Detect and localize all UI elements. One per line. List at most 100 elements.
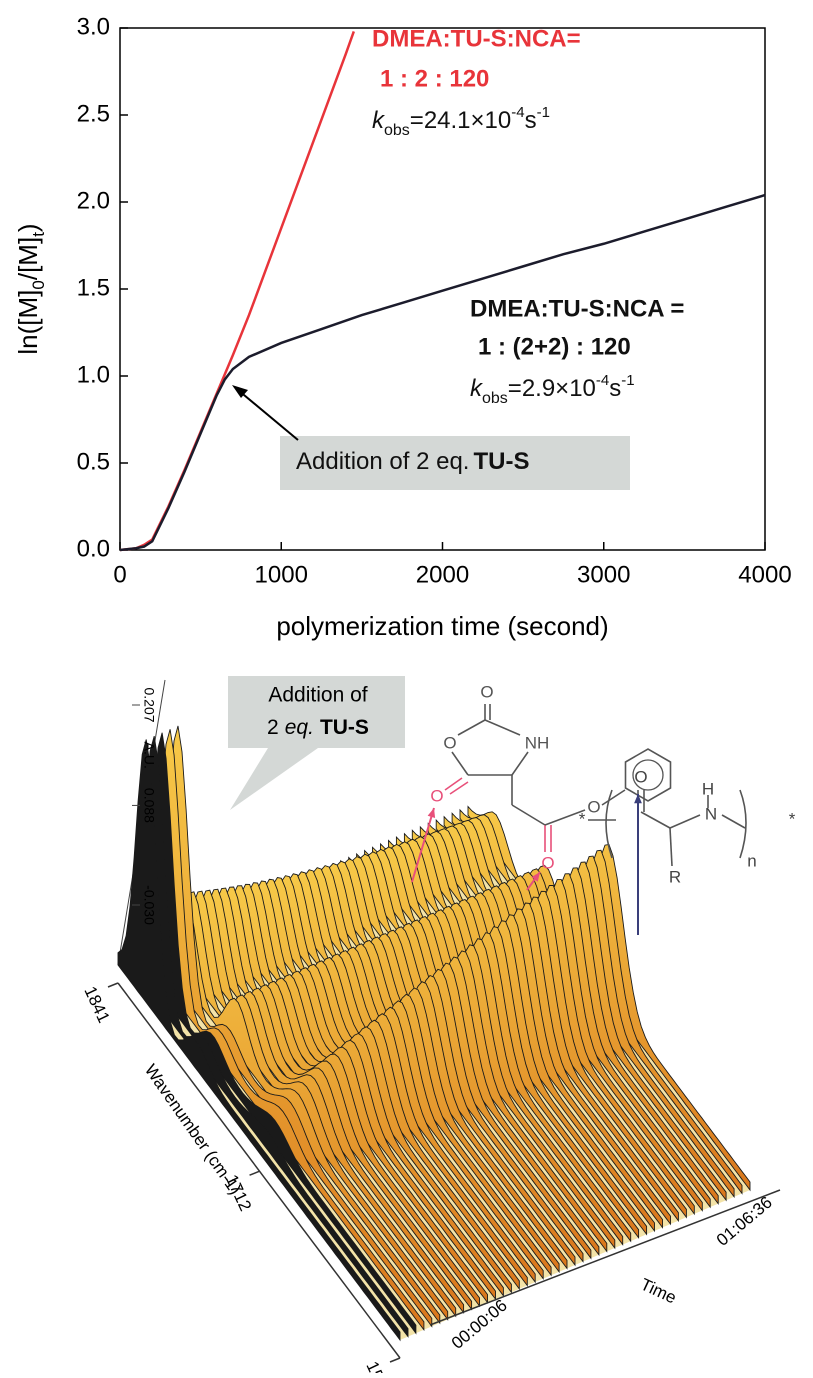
bond [544, 809, 586, 826]
y-axis-label-part: 0 [29, 280, 48, 289]
assignment-arrowhead [427, 808, 436, 818]
atom-label: * [789, 809, 796, 828]
bracket [739, 789, 747, 859]
x-tick-label: 2000 [416, 561, 469, 588]
spectrum-ridge [141, 729, 425, 1332]
rate-constant-part: obs [384, 122, 410, 139]
y-axis-label-part: t [29, 232, 48, 237]
y-tick-label: 0.5 [77, 448, 110, 475]
callout-line: 2 eq. TU-S [267, 716, 369, 739]
atom-label: O [587, 797, 600, 816]
z-axis-label: A.U. [141, 742, 157, 769]
rate-constant-part: s [525, 107, 537, 134]
bracket [605, 789, 613, 859]
z-tick-label: 0.207 [141, 687, 157, 722]
ratio-label: DMEA:TU-S:NCA = [470, 295, 684, 322]
x-tick [249, 1170, 260, 1176]
y-tick-label: 2.0 [77, 187, 110, 214]
callout-line-part: eq. [285, 716, 314, 739]
y-tick-label: 2.5 [77, 100, 110, 127]
rate-constant-part: -1 [621, 372, 634, 389]
y-axis-label-part: ) [13, 223, 43, 232]
atom-label: O [430, 786, 443, 805]
bond [511, 804, 546, 826]
callout-arrow [237, 389, 299, 441]
y-tick-label: 0.0 [77, 535, 110, 562]
spectrum-ridge [117, 739, 401, 1342]
bond [511, 751, 529, 776]
callout-text-part: Addition of 2 eq. [296, 448, 469, 475]
atom-label: H [702, 779, 714, 798]
callout-bubble [228, 676, 405, 810]
z-tick-label: 0.088 [141, 788, 157, 823]
bond [451, 751, 469, 776]
atom-label: n [747, 851, 756, 870]
rate-constant-part: s [609, 375, 621, 402]
ratio: 1 : 2 : 120 [380, 65, 489, 92]
bond [457, 719, 486, 736]
ir-waterfall: 184117121584Wavenumber (cm-1)00:00:0601:… [80, 676, 796, 1378]
data-line [119, 193, 766, 552]
callout-text-part: TU-S [473, 448, 529, 475]
rate-constant: kobs=2.9×10-4s-1 [470, 372, 635, 406]
atom-label: R [669, 867, 681, 886]
rate-constant-part: obs [482, 390, 508, 407]
rate-constant-part: =2.9×10 [508, 375, 596, 402]
ratio: 1 : (2+2) : 120 [478, 333, 631, 360]
atom-label: O [480, 682, 493, 701]
z-tick-label: -0.030 [141, 885, 157, 925]
phenyl-aromatic [632, 759, 664, 791]
bond [449, 781, 469, 795]
x-tick-label: 1841 [80, 983, 113, 1025]
x-tick [107, 982, 119, 988]
atom-label: O [541, 853, 554, 872]
rate-constant-part: -1 [537, 104, 550, 121]
rate-constant-part: k [372, 107, 386, 134]
time-axis [429, 1189, 781, 1326]
assignment-arrowhead [531, 872, 540, 882]
kinetics-chart: 0.0 0.5 1.0 1.5 2.0 2.5 3.0 0 1000 2000 3000 4000 po… [13, 13, 792, 641]
callout-line-part: 2 [267, 716, 279, 739]
spectrum-ridge [157, 891, 441, 1325]
y-tick-label: 1.0 [77, 361, 110, 388]
bond [721, 814, 746, 829]
rate-constant-part: =24.1×10 [410, 107, 511, 134]
x-tick-label: 1000 [255, 561, 308, 588]
bond [669, 827, 673, 867]
y-axis-label: ln([M]0/[M]t) [13, 223, 48, 354]
atom-label: NH [525, 733, 550, 752]
rate-constant-part: -4 [596, 372, 609, 389]
x-axis-label: polymerization time (second) [276, 611, 608, 641]
assignment-arrowhead [634, 794, 642, 804]
atom-label: N [705, 804, 717, 823]
x-tick-label: 4000 [738, 561, 791, 588]
assignment-arrow [411, 807, 435, 883]
bond [444, 777, 463, 791]
callout-arrowhead [232, 385, 248, 398]
x-tick-label: 0 [113, 561, 126, 588]
callout-text: Addition of 2 eq. TU-S [296, 448, 529, 475]
y-tick-label: 1.5 [77, 274, 110, 301]
atom-label: O [443, 733, 456, 752]
bond [640, 811, 671, 829]
bond [669, 814, 701, 829]
x-tick-label: 3000 [577, 561, 630, 588]
y-axis-label-part: ln([M] [13, 290, 43, 355]
phenyl-ring [624, 748, 672, 802]
y-tick-label: 3.0 [77, 13, 110, 40]
time-axis-label: Time [638, 1275, 680, 1308]
y-axis-label-part: /[M] [13, 237, 43, 280]
rate-constant-part: k [470, 375, 484, 402]
atom-label: O [634, 767, 647, 786]
callout-line-part: TU-S [320, 716, 369, 739]
x-axis [117, 982, 401, 1359]
spectrum-ridge [133, 732, 417, 1335]
rate-constant: kobs=24.1×10-4s-1 [372, 104, 550, 138]
x-tick-label: 1584 [362, 1358, 395, 1373]
x-tick [389, 1357, 401, 1363]
data-line [119, 31, 355, 552]
ratio-label: DMEA:TU-S:NCA= [372, 25, 581, 52]
spectrum-ridge [125, 735, 409, 1338]
